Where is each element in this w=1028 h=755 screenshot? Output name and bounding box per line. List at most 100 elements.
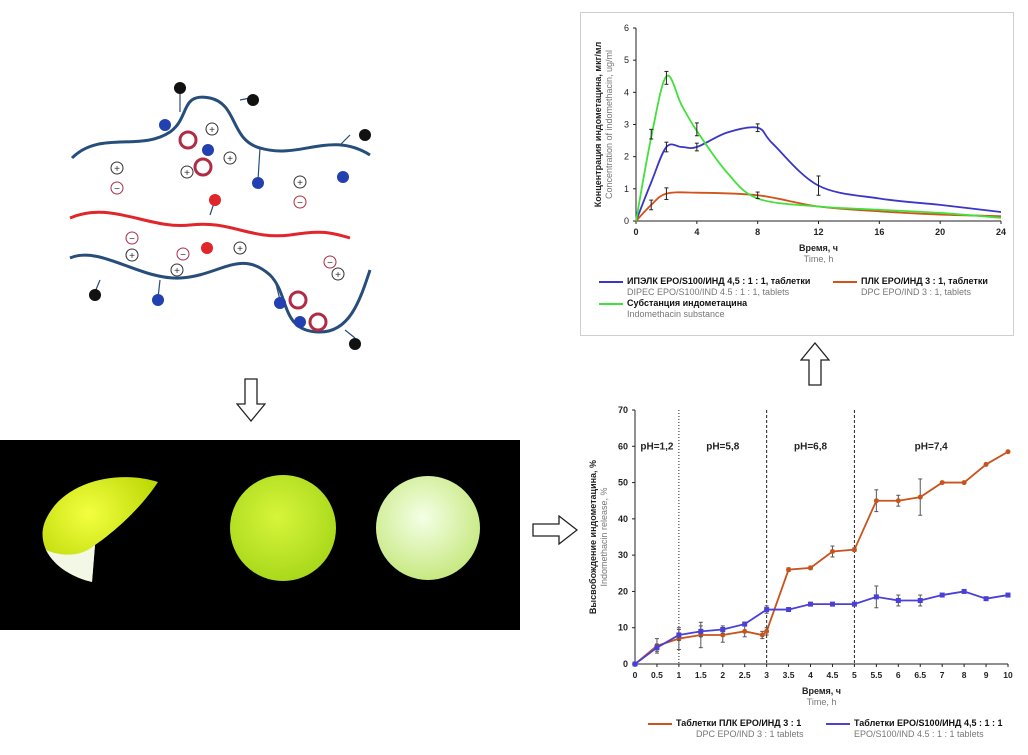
x-tick-label: 1.5 bbox=[695, 670, 707, 680]
ph-label: pH=1,2 bbox=[640, 441, 674, 452]
x-tick-label: 20 bbox=[935, 227, 945, 237]
data-point-1 bbox=[808, 601, 814, 607]
svg-text:+: + bbox=[227, 154, 233, 165]
svg-text:+: + bbox=[335, 270, 341, 281]
x-axis-title: Время, ч bbox=[802, 686, 841, 696]
x-tick-label: 2 bbox=[720, 670, 725, 680]
series-line-1 bbox=[634, 590, 1009, 665]
cation-groups bbox=[152, 119, 349, 328]
series-line-0 bbox=[635, 126, 1002, 222]
x-tick-label: 6.5 bbox=[914, 670, 926, 680]
data-point-0 bbox=[808, 565, 814, 571]
y-tick-label: 50 bbox=[618, 478, 628, 488]
data-point-0 bbox=[983, 461, 989, 467]
up-arrow-icon bbox=[800, 342, 830, 386]
x-axis-title-en: Time, h bbox=[807, 697, 837, 707]
legend-item-epo-s100-tablets: Таблетки EPO/S100/ИНД 4,5 : 1 : 1 EPO/S1… bbox=[826, 718, 1002, 740]
svg-text:+: + bbox=[184, 168, 190, 179]
data-point-1 bbox=[1005, 592, 1011, 598]
drug-molecules bbox=[178, 130, 328, 332]
neutral-groups bbox=[89, 82, 371, 350]
x-tick-label: 4 bbox=[808, 670, 813, 680]
charge-symbols: + + + + − + − − + − + + − + bbox=[110, 122, 345, 281]
x-axis-title-en: Time, h bbox=[804, 254, 834, 263]
svg-text:−: − bbox=[297, 198, 303, 209]
y-tick-label: 6 bbox=[624, 23, 629, 33]
x-tick-label: 24 bbox=[996, 227, 1006, 237]
anion-groups bbox=[201, 194, 221, 254]
x-tick-label: 9 bbox=[984, 670, 989, 680]
data-point-1 bbox=[676, 632, 682, 638]
data-point-1 bbox=[873, 594, 879, 600]
x-tick-label: 4.5 bbox=[827, 670, 839, 680]
legend-swatch-epo-s100-tablets bbox=[826, 722, 850, 725]
data-point-0 bbox=[829, 549, 835, 555]
x-tick-label: 0.5 bbox=[651, 670, 663, 680]
pharmacokinetics-chart-panel: 0 1 2 3 4 5 6 0 4 8 12 16 20 24 Время, ч Time, h Концент… bbox=[580, 12, 1014, 336]
svg-text:−: − bbox=[180, 250, 186, 261]
y-tick-label: 0 bbox=[624, 216, 629, 226]
svg-text:−: − bbox=[114, 184, 120, 195]
ph-label: pH=7,4 bbox=[915, 441, 949, 452]
legend-swatch-dipec bbox=[599, 280, 623, 283]
y-tick-label: 20 bbox=[618, 586, 628, 596]
y-tick-label: 70 bbox=[618, 405, 628, 415]
data-point-1 bbox=[786, 607, 792, 613]
x-tick-label: 3.5 bbox=[783, 670, 795, 680]
x-tick-label: 3 bbox=[764, 670, 769, 680]
tablet-3 bbox=[376, 476, 480, 580]
data-point-1 bbox=[939, 592, 945, 598]
data-point-1 bbox=[851, 601, 857, 607]
y-tick-label: 3 bbox=[624, 120, 629, 130]
data-point-0 bbox=[742, 628, 748, 634]
y-axis-title: Концентрация индометацина, мкг/мл bbox=[593, 42, 603, 208]
y-axis-title: Высвобождение индометацина, % bbox=[588, 460, 598, 614]
x-tick-label: 7 bbox=[940, 670, 945, 680]
data-point-1 bbox=[698, 628, 704, 634]
svg-text:+: + bbox=[237, 244, 243, 255]
bottom-polymer-chain bbox=[69, 253, 372, 334]
data-point-1 bbox=[983, 596, 989, 602]
data-point-0 bbox=[917, 494, 923, 500]
data-point-0 bbox=[873, 498, 879, 504]
svg-text:−: − bbox=[129, 234, 135, 245]
y-axis-title-en: Indomethacin release, % bbox=[599, 487, 609, 586]
data-point-1 bbox=[917, 598, 923, 603]
data-point-0 bbox=[895, 498, 901, 504]
y-tick-label: 4 bbox=[624, 87, 629, 97]
release-chart: 0 10 20 30 40 50 60 70 0 0.5 1 1.5 2 2.5 3 3.5 4 4.5 5 5.5 6… bbox=[588, 405, 1013, 707]
data-point-1 bbox=[895, 598, 901, 603]
y-tick-label: 10 bbox=[618, 623, 628, 633]
data-point-0 bbox=[759, 632, 765, 638]
x-tick-label: 12 bbox=[813, 227, 823, 237]
svg-text:+: + bbox=[114, 164, 120, 175]
svg-text:−: − bbox=[327, 258, 333, 269]
data-point-0 bbox=[786, 567, 792, 573]
data-point-1 bbox=[961, 588, 967, 594]
tablets-image bbox=[42, 475, 480, 582]
ph-label: pH=6,8 bbox=[794, 441, 828, 452]
data-point-0 bbox=[939, 480, 945, 486]
svg-text:+: + bbox=[209, 125, 215, 136]
legend-item-dipec: ИПЭЛК EPO/S100/ИНД 4,5 : 1 : 1, таблетки… bbox=[599, 276, 810, 298]
svg-text:+: + bbox=[174, 266, 180, 277]
x-tick-label: 8 bbox=[962, 670, 967, 680]
legend-swatch-dpc-tablets bbox=[648, 722, 672, 725]
x-tick-label: 8 bbox=[755, 227, 760, 237]
y-axis-title-en: Concentration of indomethacin, ug/ml bbox=[604, 50, 614, 199]
x-axis-title: Время, ч bbox=[799, 243, 838, 253]
y-tick-label: 30 bbox=[618, 550, 628, 560]
svg-text:+: + bbox=[297, 178, 303, 189]
down-arrow-icon bbox=[236, 378, 266, 422]
x-tick-label: 1 bbox=[677, 670, 682, 680]
data-point-1 bbox=[829, 601, 835, 607]
svg-text:+: + bbox=[129, 251, 135, 262]
legend-swatch-substance bbox=[599, 302, 623, 305]
data-point-1 bbox=[632, 661, 638, 667]
x-tick-label: 10 bbox=[1003, 670, 1013, 680]
x-tick-label: 2.5 bbox=[739, 670, 751, 680]
x-tick-label: 4 bbox=[694, 227, 699, 237]
y-tick-label: 0 bbox=[623, 659, 628, 669]
y-tick-label: 1 bbox=[624, 184, 629, 194]
